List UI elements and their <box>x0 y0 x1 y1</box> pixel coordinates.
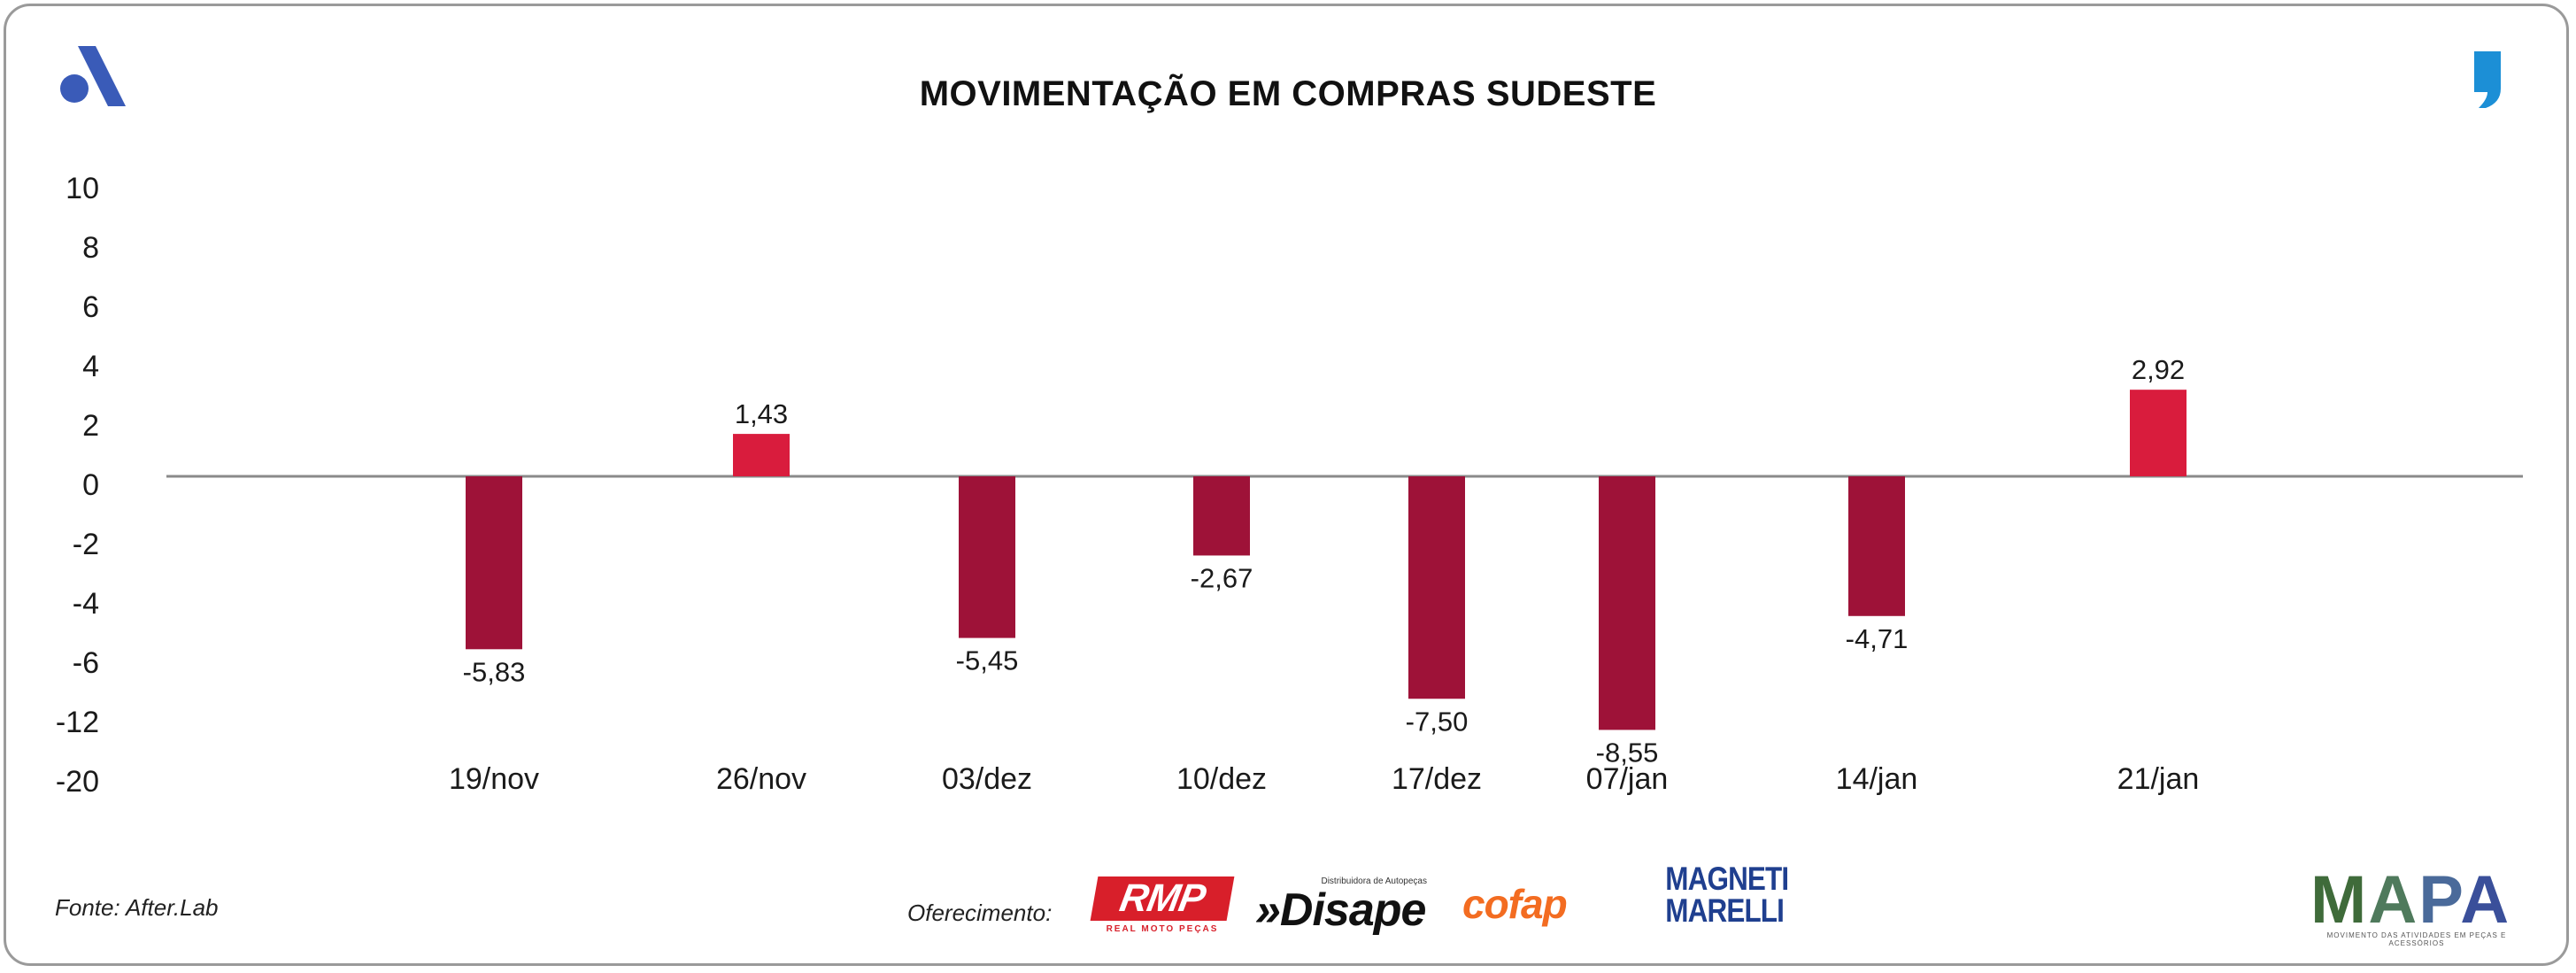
bar <box>1193 476 1250 556</box>
y-tick-label: -20 <box>56 765 99 799</box>
x-category-label: 17/dez <box>1392 762 1482 796</box>
rmp-logo: RMP REAL MOTO PEÇAS <box>1090 876 1235 938</box>
mapa-letter: P <box>2418 862 2461 938</box>
rmp-logo-mark: RMP <box>1090 876 1235 921</box>
bar <box>733 434 790 476</box>
bar <box>1848 476 1905 616</box>
y-tick-label: 0 <box>82 468 99 502</box>
y-tick-label: 2 <box>82 409 99 443</box>
x-category-label: 26/nov <box>716 762 806 796</box>
quote-icon <box>2474 51 2501 108</box>
bar-series <box>466 390 2187 730</box>
magneti-marelli-logo: MAGNETI MARELLI <box>1655 861 1789 934</box>
chart-frame <box>4 4 2569 966</box>
x-axis-category-labels: 19/nov 26/nov 03/dez 10/dez 17/dez 07/jan 14/j… <box>449 762 2199 796</box>
disape-logo: Distribuidora de Autopeças »Disape <box>1255 876 1432 938</box>
rmp-logo-tagline: REAL MOTO PEÇAS <box>1106 924 1219 934</box>
bar-value-label: -5,83 <box>463 656 526 687</box>
bar <box>1408 476 1465 699</box>
bar-value-label: -2,67 <box>1191 562 1253 593</box>
mapa-logo: MAPA MOVIMENTO DAS ATIVIDADES EM PEÇAS E… <box>2310 867 2523 948</box>
disape-logo-tagline: Distribuidora de Autopeças <box>1321 876 1427 886</box>
bar <box>1599 476 1655 730</box>
bar-value-label: -8,55 <box>1596 737 1659 768</box>
mapa-logo-mark: MAPA <box>2310 867 2523 934</box>
brand-a-stroke <box>78 46 126 106</box>
y-tick-label: -4 <box>73 587 99 621</box>
bar-value-labels: -5,83 1,43 -5,45 -2,67 -7,50 -8,55 -4,71 2,92 <box>463 354 2186 768</box>
y-tick-label: 8 <box>82 231 99 265</box>
bar-value-label: 1,43 <box>735 398 788 429</box>
x-category-label: 21/jan <box>2117 762 2200 796</box>
x-category-label: 03/dez <box>942 762 1032 796</box>
x-category-label: 10/dez <box>1176 762 1267 796</box>
x-category-label: 19/nov <box>449 762 539 796</box>
magneti-logo-line2: MARELLI <box>1665 892 1785 929</box>
bar-value-label: -5,45 <box>956 645 1019 676</box>
mapa-letter: A <box>2368 862 2419 938</box>
chart-title: MOVIMENTAÇÃO EM COMPRAS SUDESTE <box>919 74 1657 113</box>
sponsor-label: Oferecimento: <box>907 900 1053 926</box>
mapa-letter: M <box>2310 862 2369 938</box>
y-tick-label: 10 <box>66 172 99 205</box>
left-brand-logo <box>60 46 126 106</box>
y-axis-tick-labels: 10 8 6 4 2 0 -2 -4 -6 -12 -20 <box>56 172 99 799</box>
brand-a-dot <box>60 74 89 103</box>
bar-value-label: -7,50 <box>1406 706 1469 737</box>
right-quote-logo <box>2474 51 2501 108</box>
y-tick-label: -6 <box>73 646 99 680</box>
bar <box>959 476 1015 638</box>
y-tick-label: -2 <box>73 528 99 561</box>
cofap-logo-mark: cofap <box>1462 881 1568 927</box>
bar-value-label: 2,92 <box>2132 354 2185 385</box>
y-tick-label: -12 <box>56 706 99 739</box>
x-category-label: 14/jan <box>1836 762 1918 796</box>
cofap-logo: cofap <box>1462 882 1639 926</box>
disape-logo-mark: »Disape <box>1255 884 1426 936</box>
bar <box>2130 390 2187 476</box>
y-tick-label: 4 <box>82 350 99 383</box>
y-tick-label: 6 <box>82 290 99 324</box>
mapa-logo-tagline: MOVIMENTO DAS ATIVIDADES EM PEÇAS E ACES… <box>2326 931 2507 947</box>
bar-value-label: -4,71 <box>1846 623 1909 654</box>
x-category-label: 07/jan <box>1586 762 1669 796</box>
source-note: Fonte: After.Lab <box>55 894 219 921</box>
magneti-logo-line1: MAGNETI <box>1665 861 1789 897</box>
bar <box>466 476 522 650</box>
mapa-letter: A <box>2460 862 2511 938</box>
